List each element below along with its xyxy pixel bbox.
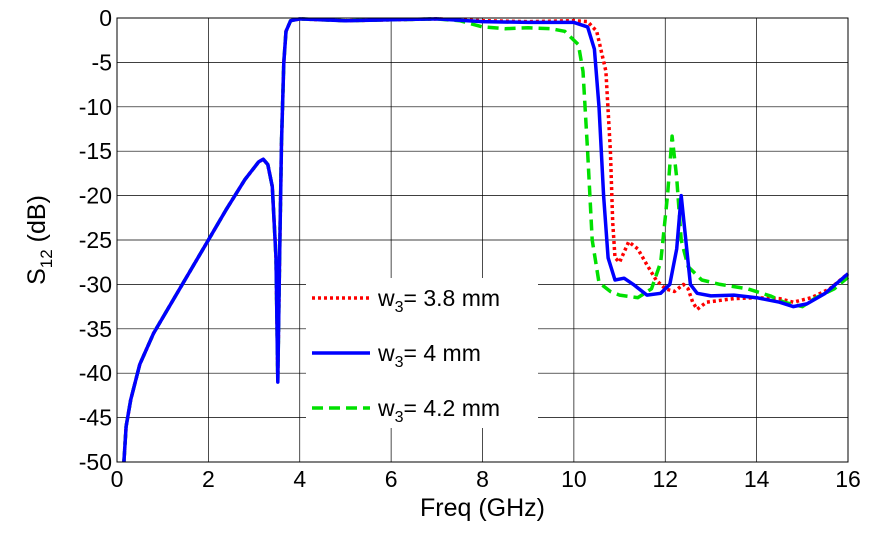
x-tick-label-1: 2 [202,466,215,492]
legend-label-1-main: w [377,285,395,311]
legend-label-2-sub: 3 [395,354,404,371]
series-lines [122,17,850,463]
y-tick-label-8: -40 [79,360,112,386]
legend-label-3-main: w [377,395,395,421]
legend-entry-1: w3= 3.8 mm [312,285,500,316]
y-tick-label-3: -15 [79,138,112,164]
legend-label-3-rest: = 4.2 mm [404,395,501,421]
x-tick-label-3: 6 [385,466,398,492]
y-tick-label-0: 0 [99,5,112,31]
x-tick-label-0: 0 [111,466,124,492]
legend-label-2-rest: = 4 mm [404,340,481,366]
legend-entry-3: w3= 4.2 mm [312,395,500,426]
legend-label-3-sub: 3 [395,409,404,426]
y-tick-label-10: -50 [79,449,112,475]
y-axis-label-sub: 12 [37,249,56,268]
y-axis-label-main: S [23,268,51,285]
legend-entry-2: w3= 4 mm [312,340,481,371]
legend-label-2-main: w [377,340,395,366]
x-tick-label-5: 10 [561,466,587,492]
x-tick-label-6: 12 [652,466,678,492]
tick-labels: 0 2 4 6 8 10 12 14 16 0 -5 -10 -15 -20 -25 -30 -35 -40 -45… [79,5,861,492]
y-tick-label-6: -30 [79,271,112,297]
y-tick-label-4: -20 [79,183,112,209]
legend-label-3: w3= 4.2 mm [377,395,500,426]
y-axis-label-rest: (dB) [23,195,51,249]
legend-label-2: w3= 4 mm [377,340,481,371]
y-tick-label-7: -35 [79,316,112,342]
y-tick-label-5: -25 [79,227,112,253]
legend-label-1-sub: 3 [395,299,404,316]
x-tick-label-4: 8 [476,466,489,492]
legend-label-1-rest: = 3.8 mm [404,285,501,311]
x-axis-label: Freq (GHz) [420,494,545,522]
legend: w3= 3.8 mm w3= 4 mm w3= 4.2 mm [306,278,538,428]
y-tick-label-1: -5 [92,49,112,75]
legend-label-1: w3= 3.8 mm [377,285,500,316]
x-tick-label-2: 4 [293,466,306,492]
plot-frame [116,17,849,463]
x-tick-label-8: 16 [835,466,861,492]
y-tick-label-2: -10 [79,94,112,120]
y-axis-label: S12 (dB) [23,195,56,285]
series-line-2 [122,17,850,463]
x-tick-label-7: 14 [744,466,770,492]
y-tick-label-9: -45 [79,405,112,431]
